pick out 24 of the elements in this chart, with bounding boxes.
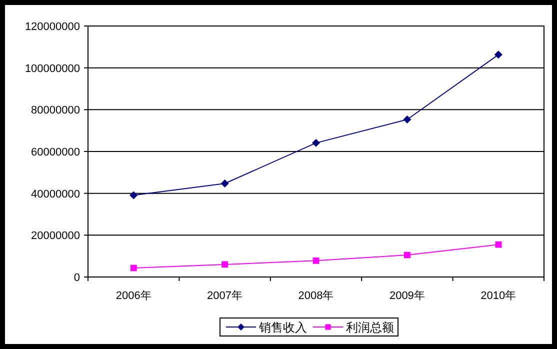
point: [494, 50, 502, 59]
point: [220, 180, 229, 188]
point: [312, 257, 320, 264]
x-tick-label: 2007年: [207, 290, 243, 302]
x-tick-label: 2006年: [116, 290, 152, 302]
legend-label: 利润总额: [346, 320, 394, 334]
point: [222, 261, 228, 268]
x-tick-label: 2008年: [298, 290, 334, 302]
point: [130, 264, 137, 272]
y-tick-label: 20000000: [31, 230, 80, 242]
point: [495, 241, 502, 248]
y-tick-label: 80000000: [31, 104, 80, 117]
y-tick-label: 120000000: [24, 21, 80, 33]
y-tick-label: 100000000: [24, 62, 80, 75]
point: [130, 191, 138, 200]
x-tick-label: 2010年: [480, 290, 516, 302]
point: [404, 252, 410, 258]
y-tick-label: 0: [74, 272, 80, 284]
legend-label: 销售收入: [258, 320, 307, 334]
point: [403, 116, 412, 124]
point: [312, 138, 320, 147]
x-tick-label: 2009年: [389, 290, 425, 302]
y-tick-label: 60000000: [31, 146, 80, 158]
y-tick-label: 40000000: [31, 188, 80, 200]
